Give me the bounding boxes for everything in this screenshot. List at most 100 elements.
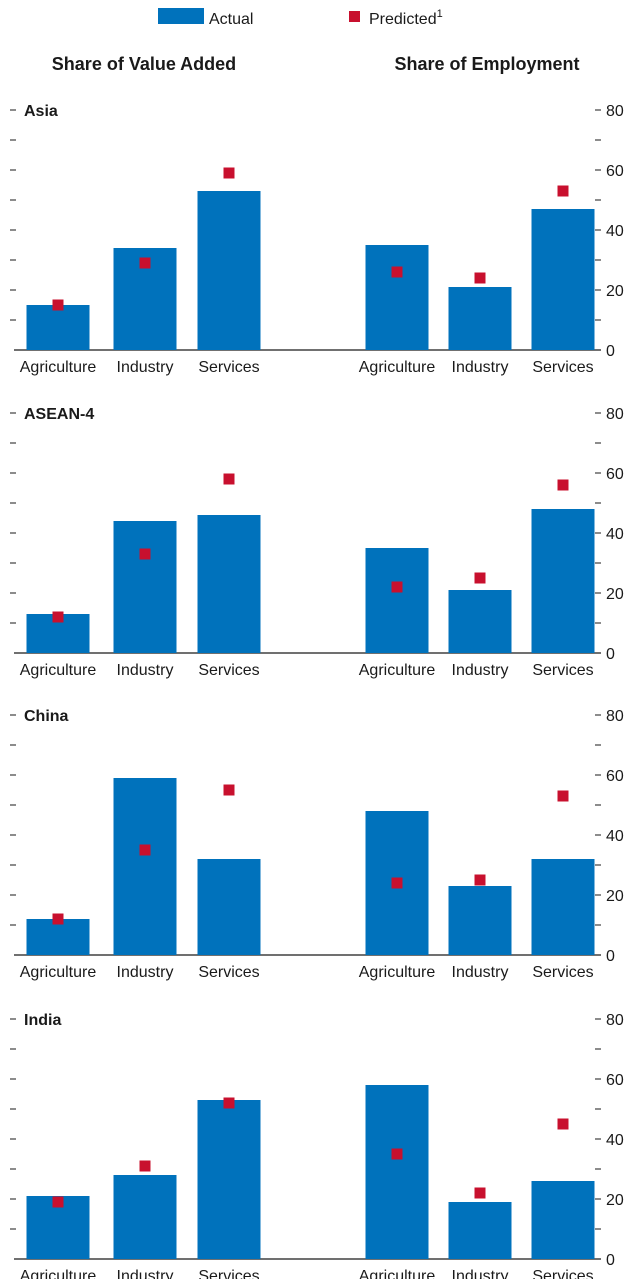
category-label: Agriculture xyxy=(359,662,436,679)
panel-title: ASEAN-4 xyxy=(24,406,94,423)
employment-predicted-marker xyxy=(474,874,486,886)
legend-predicted-label: Predicted1 xyxy=(369,8,443,28)
y-tick-label: 80 xyxy=(606,103,624,120)
panel-india: 80 60 40 20 0 India Agriculture Industry Service… xyxy=(10,1012,624,1279)
category-label: Industry xyxy=(452,359,509,376)
legend: Actual Predicted1 xyxy=(158,8,443,28)
value-added-predicted-marker xyxy=(139,257,151,269)
y-tick-label: 60 xyxy=(606,768,624,785)
category-label: Services xyxy=(198,662,259,679)
employment-predicted-marker xyxy=(391,1148,403,1160)
value-added-actual-bar xyxy=(26,919,90,955)
value-added-predicted-marker xyxy=(139,548,151,560)
y-tick-label: 60 xyxy=(606,466,624,483)
value-added-predicted-marker xyxy=(223,167,235,179)
value-added-predicted-marker xyxy=(139,1160,151,1172)
panel-china: 80 60 40 20 0 China Agriculture Industry Service… xyxy=(10,708,624,981)
value-added-predicted-marker xyxy=(223,473,235,485)
category-label: Agriculture xyxy=(20,662,97,679)
y-tick-label: 20 xyxy=(606,586,624,603)
category-label: Services xyxy=(532,1268,593,1279)
value-added-predicted-marker xyxy=(139,844,151,856)
y-tick-label: 80 xyxy=(606,1012,624,1029)
value-added-predicted-marker xyxy=(52,299,64,311)
value-added-predicted-marker xyxy=(223,1097,235,1109)
category-label: Services xyxy=(198,359,259,376)
y-tick-label: 0 xyxy=(606,948,615,965)
y-tick-label: 60 xyxy=(606,1072,624,1089)
category-label: Agriculture xyxy=(359,359,436,376)
category-label: Services xyxy=(532,359,593,376)
chart-panels: 80 60 40 20 0 Asia Agriculture Industry Services… xyxy=(10,103,624,1279)
value-added-predicted-marker xyxy=(52,611,64,623)
category-label: Industry xyxy=(117,964,174,981)
legend-actual-swatch xyxy=(158,8,204,24)
employment-predicted-marker xyxy=(391,266,403,278)
category-label: Industry xyxy=(117,1268,174,1279)
y-tick-label: 20 xyxy=(606,888,624,905)
employment-actual-bar xyxy=(448,886,512,955)
employment-predicted-marker xyxy=(557,790,569,802)
value-added-actual-bar xyxy=(113,521,177,653)
employment-actual-bar xyxy=(448,1202,512,1259)
employment-predicted-marker xyxy=(557,479,569,491)
employment-predicted-marker xyxy=(391,581,403,593)
header-employment: Share of Employment xyxy=(394,54,579,74)
employment-actual-bar xyxy=(531,509,595,653)
y-tick-label: 20 xyxy=(606,1192,624,1209)
employment-actual-bar xyxy=(365,548,429,653)
category-label: Agriculture xyxy=(359,1268,436,1279)
panel-asean-4: 80 60 40 20 0 ASEAN-4 Agriculture Industry Servi… xyxy=(10,406,624,679)
category-label: Industry xyxy=(452,964,509,981)
value-added-actual-bar xyxy=(113,778,177,955)
y-tick-label: 60 xyxy=(606,163,624,180)
employment-predicted-marker xyxy=(391,877,403,889)
category-label: Agriculture xyxy=(20,1268,97,1279)
employment-predicted-marker xyxy=(557,185,569,197)
employment-predicted-marker xyxy=(474,272,486,284)
value-added-predicted-marker xyxy=(223,784,235,796)
employment-actual-bar xyxy=(365,245,429,350)
employment-actual-bar xyxy=(531,859,595,955)
category-label: Services xyxy=(198,964,259,981)
y-tick-label: 80 xyxy=(606,406,624,423)
value-added-actual-bar xyxy=(113,1175,177,1259)
y-tick-label: 0 xyxy=(606,646,615,663)
y-tick-label: 80 xyxy=(606,708,624,725)
category-label: Industry xyxy=(117,359,174,376)
employment-actual-bar xyxy=(531,1181,595,1259)
category-label: Services xyxy=(198,1268,259,1279)
legend-actual-label: Actual xyxy=(209,11,253,28)
employment-actual-bar xyxy=(448,590,512,653)
y-tick-label: 0 xyxy=(606,343,615,360)
y-tick-label: 40 xyxy=(606,828,624,845)
panel-title: India xyxy=(24,1012,61,1029)
category-label: Industry xyxy=(452,1268,509,1279)
value-added-actual-bar xyxy=(197,191,261,350)
panel-title: Asia xyxy=(24,103,58,120)
value-added-actual-bar xyxy=(197,859,261,955)
employment-actual-bar xyxy=(365,1085,429,1259)
employment-actual-bar xyxy=(448,287,512,350)
header-value-added: Share of Value Added xyxy=(52,54,236,74)
employment-actual-bar xyxy=(531,209,595,350)
employment-predicted-marker xyxy=(474,572,486,584)
category-label: Services xyxy=(532,662,593,679)
y-tick-label: 20 xyxy=(606,283,624,300)
value-added-actual-bar xyxy=(197,1100,261,1259)
value-added-actual-bar xyxy=(26,305,90,350)
value-added-predicted-marker xyxy=(52,1196,64,1208)
category-label: Industry xyxy=(452,662,509,679)
legend-predicted-marker xyxy=(349,11,360,22)
value-added-actual-bar xyxy=(197,515,261,653)
y-tick-label: 40 xyxy=(606,526,624,543)
category-label: Agriculture xyxy=(20,359,97,376)
panel-asia: 80 60 40 20 0 Asia Agriculture Industry Services… xyxy=(10,103,624,376)
category-label: Agriculture xyxy=(20,964,97,981)
category-label: Services xyxy=(532,964,593,981)
y-tick-label: 0 xyxy=(606,1252,615,1269)
value-added-predicted-marker xyxy=(52,913,64,925)
employment-predicted-marker xyxy=(474,1187,486,1199)
category-label: Agriculture xyxy=(359,964,436,981)
